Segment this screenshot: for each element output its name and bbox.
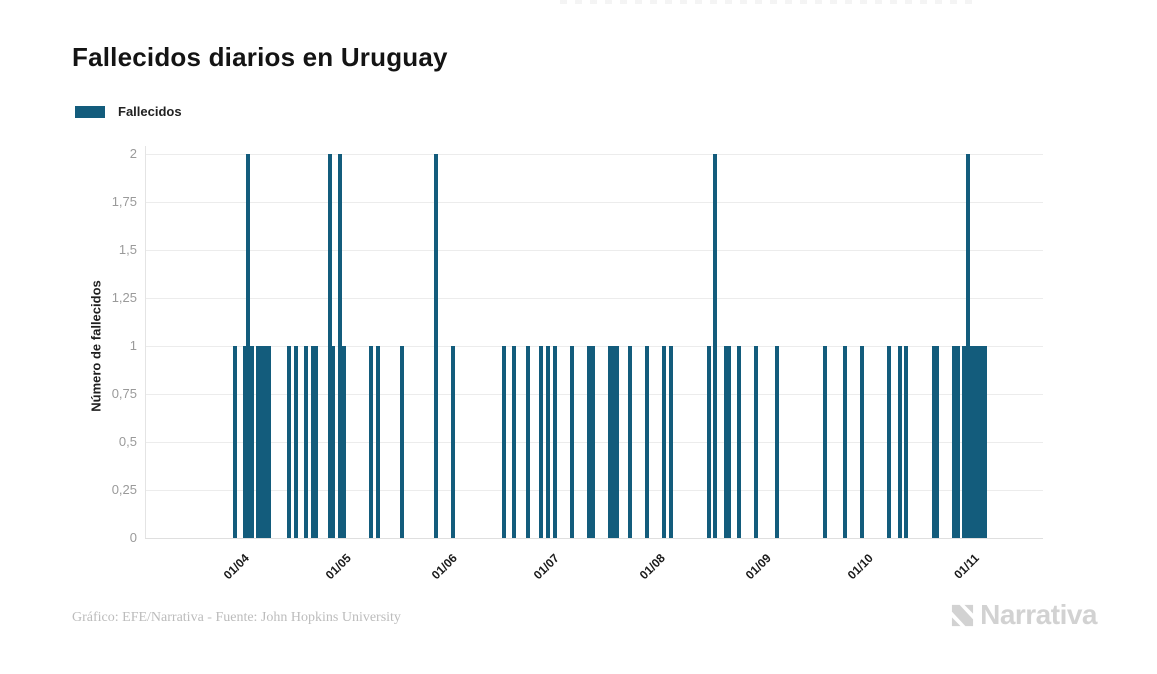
y-tick-label: 0,25 — [111, 482, 137, 497]
y-tick-label: 1 — [129, 338, 137, 353]
x-tick-label-01-09: 01/09 — [742, 551, 774, 583]
bar-31/10[interactable] — [962, 346, 967, 538]
bar-07/04[interactable] — [256, 346, 261, 538]
bar-23/08[interactable] — [727, 346, 732, 538]
narrativa-logo-text: Narrativa — [980, 599, 1097, 630]
x-tick-label-01-10: 01/10 — [844, 551, 876, 583]
y-tick-label: 0 — [129, 530, 137, 545]
bar-20/07[interactable] — [611, 346, 616, 538]
bar-19/08[interactable] — [713, 154, 718, 538]
bar-18/06[interactable] — [501, 346, 506, 538]
gridline-y-0 — [145, 538, 1043, 539]
bar-14/07[interactable] — [590, 346, 595, 538]
bar-19/07[interactable] — [607, 346, 612, 538]
bar-06/08[interactable] — [669, 346, 674, 538]
bar-23/04[interactable] — [311, 346, 316, 538]
bar-21/07[interactable] — [614, 346, 619, 538]
y-tick-label: 1,25 — [111, 290, 137, 305]
legend-label: Fallecidos — [118, 104, 182, 119]
bar-08/04[interactable] — [259, 346, 264, 538]
bar-25/06[interactable] — [525, 346, 530, 538]
y-tick-label: 0,5 — [118, 434, 137, 449]
bar-16/04[interactable] — [287, 346, 292, 538]
bar-19/05[interactable] — [399, 346, 404, 538]
bar-03/06[interactable] — [450, 346, 455, 538]
bar-23/10[interactable] — [935, 346, 940, 538]
bar-03/04[interactable] — [242, 346, 247, 538]
y-tick-label: 1,5 — [118, 242, 137, 257]
gridline-y-1,25 — [145, 298, 1043, 299]
bar-28/10[interactable] — [952, 346, 957, 538]
bar-10/04[interactable] — [266, 346, 271, 538]
bar-29/10[interactable] — [955, 346, 960, 538]
y-axis-line — [145, 146, 146, 538]
bar-12/05[interactable] — [375, 346, 380, 538]
bar-09/04[interactable] — [263, 346, 268, 538]
bar-26/08[interactable] — [737, 346, 742, 538]
bar-22/08[interactable] — [723, 346, 728, 538]
legend-swatch — [75, 105, 105, 118]
bar-18/04[interactable] — [293, 346, 298, 538]
y-axis-title: Número de fallecidos — [88, 280, 104, 412]
bar-08/07[interactable] — [570, 346, 575, 538]
bar-04/04[interactable] — [246, 154, 251, 538]
legend-item-fallecidos[interactable]: Fallecidos — [75, 104, 182, 119]
bar-21/06[interactable] — [512, 346, 517, 538]
x-tick-label-01-08: 01/08 — [636, 551, 668, 583]
bar-01/11[interactable] — [965, 154, 970, 538]
bar-30/07[interactable] — [645, 346, 650, 538]
gridline-y-1,75 — [145, 202, 1043, 203]
bar-06/09[interactable] — [774, 346, 779, 538]
x-tick-label-01-07: 01/07 — [531, 551, 563, 583]
y-tick-label: 2 — [129, 146, 137, 161]
source-credit: Gráfico: EFE/Narrativa - Fuente: John Ho… — [72, 610, 401, 625]
bar-31/03[interactable] — [232, 346, 237, 538]
top-edge-artifact — [560, 0, 980, 4]
gridline-y-2 — [145, 154, 1043, 155]
bar-28/04[interactable] — [328, 154, 333, 538]
bar-21/04[interactable] — [304, 346, 309, 538]
bar-01/05[interactable] — [338, 154, 343, 538]
bar-01/07[interactable] — [546, 346, 551, 538]
bar-03/07[interactable] — [553, 346, 558, 538]
bar-26/09[interactable] — [842, 346, 847, 538]
bar-22/10[interactable] — [931, 346, 936, 538]
bar-25/07[interactable] — [628, 346, 633, 538]
gridline-y-1,5 — [145, 250, 1043, 251]
bar-17/08[interactable] — [706, 346, 711, 538]
bar-02/05[interactable] — [341, 346, 346, 538]
bar-09/10[interactable] — [887, 346, 892, 538]
y-tick-label: 0,75 — [111, 386, 137, 401]
bar-02/11[interactable] — [969, 346, 974, 538]
bar-14/10[interactable] — [904, 346, 909, 538]
bar-12/10[interactable] — [897, 346, 902, 538]
bar-03/11[interactable] — [972, 346, 977, 538]
bar-04/08[interactable] — [662, 346, 667, 538]
y-tick-label: 1,75 — [111, 194, 137, 209]
bar-31/08[interactable] — [754, 346, 759, 538]
bar-20/09[interactable] — [822, 346, 827, 538]
bar-06/11[interactable] — [982, 346, 987, 538]
bar-05/11[interactable] — [979, 346, 984, 538]
bar-05/04[interactable] — [249, 346, 254, 538]
bar-29/06[interactable] — [539, 346, 544, 538]
narrativa-logo-icon — [952, 604, 974, 626]
narrativa-logo: Narrativa — [950, 599, 1097, 631]
bar-29/05[interactable] — [433, 154, 438, 538]
chart-title: Fallecidos diarios en Uruguay — [72, 42, 448, 72]
bar-24/04[interactable] — [314, 346, 319, 538]
bar-10/05[interactable] — [368, 346, 373, 538]
bar-04/11[interactable] — [975, 346, 980, 538]
bar-13/07[interactable] — [587, 346, 592, 538]
bar-01/10[interactable] — [860, 346, 865, 538]
bar-29/04[interactable] — [331, 346, 336, 538]
